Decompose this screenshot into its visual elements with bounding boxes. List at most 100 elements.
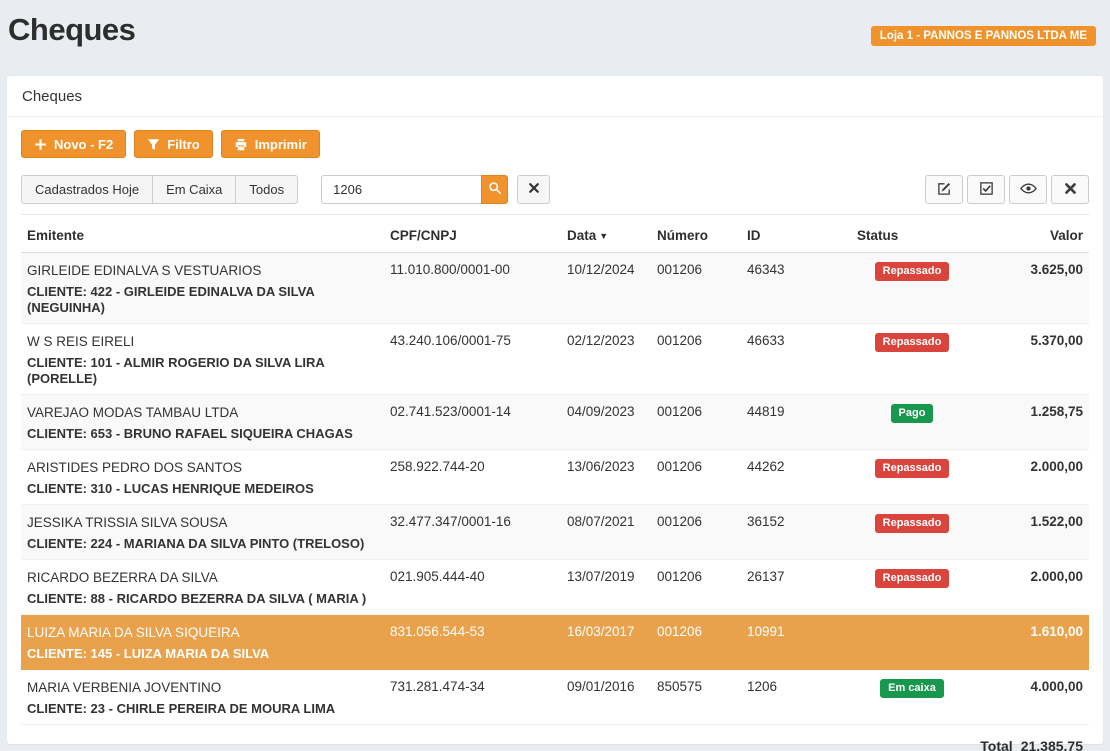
date-value: 02/12/2023 — [567, 333, 657, 387]
plus-icon — [34, 138, 47, 151]
search-button[interactable] — [481, 175, 508, 204]
column-header-data[interactable]: Data▼ — [567, 228, 657, 243]
cpf-cnpj-value: 32.477.347/0001-16 — [390, 514, 567, 552]
filter-button[interactable]: Filtro — [134, 130, 213, 158]
emitente-name: GIRLEIDE EDINALVA S VESTUARIOS — [27, 262, 390, 279]
panel-body: Novo - F2 Filtro Imprimir Cadastrados Ho… — [7, 117, 1103, 751]
status-cell: Repassado — [857, 569, 967, 607]
check-square-icon — [979, 181, 994, 199]
table-row[interactable]: ARISTIDES PEDRO DOS SANTOS CLIENTE: 310 … — [21, 450, 1089, 505]
column-header-emitente[interactable]: Emitente — [27, 228, 390, 243]
status-cell: Em caixa — [857, 679, 967, 717]
cliente-info: CLIENTE: 422 - GIRLEIDE EDINALVA DA SILV… — [27, 284, 390, 316]
numero-value: 001206 — [657, 459, 747, 497]
emitente-name: LUIZA MARIA DA SILVA SIQUEIRA — [27, 624, 390, 641]
valor-value: 4.000,00 — [967, 679, 1083, 717]
emitente-name: RICARDO BEZERRA DA SILVA — [27, 569, 390, 586]
filter-tab-em-caixa[interactable]: Em Caixa — [152, 175, 236, 204]
cpf-cnpj-value: 02.741.523/0001-14 — [390, 404, 567, 442]
cpf-cnpj-value: 021.905.444-40 — [390, 569, 567, 607]
edit-icon — [937, 181, 952, 199]
view-button[interactable] — [1009, 175, 1047, 204]
total-label: Total — [980, 738, 1012, 751]
status-cell: Pago — [857, 404, 967, 442]
column-header-cpf-cnpj[interactable]: CPF/CNPJ — [390, 228, 567, 243]
emitente-name: MARIA VERBENIA JOVENTINO — [27, 679, 390, 696]
date-value: 04/09/2023 — [567, 404, 657, 442]
status-cell: Repassado — [857, 459, 967, 497]
emitente-name: JESSIKA TRISSIA SILVA SOUSA — [27, 514, 390, 531]
new-button-label: Novo - F2 — [54, 137, 113, 152]
date-value: 13/07/2019 — [567, 569, 657, 607]
new-button[interactable]: Novo - F2 — [21, 130, 126, 158]
numero-value: 001206 — [657, 262, 747, 316]
emitente-name: ARISTIDES PEDRO DOS SANTOS — [27, 459, 390, 476]
numero-value: 850575 — [657, 679, 747, 717]
emitente-name: W S REIS EIRELI — [27, 333, 390, 350]
valor-value: 1.610,00 — [967, 624, 1083, 662]
emitente-name: VAREJAO MODAS TAMBAU LTDA — [27, 404, 390, 421]
funnel-icon — [147, 138, 160, 151]
date-value: 16/03/2017 — [567, 624, 657, 662]
status-badge: Repassado — [875, 459, 950, 478]
sort-desc-icon: ▼ — [599, 231, 608, 241]
column-header-numero[interactable]: Número — [657, 228, 747, 243]
cpf-cnpj-value: 258.922.744-20 — [390, 459, 567, 497]
search-group — [321, 175, 508, 204]
date-value: 10/12/2024 — [567, 262, 657, 316]
column-header-valor[interactable]: Valor — [967, 228, 1083, 243]
numero-value: 001206 — [657, 333, 747, 387]
cliente-info: CLIENTE: 224 - MARIANA DA SILVA PINTO (T… — [27, 536, 390, 552]
valor-value: 2.000,00 — [967, 569, 1083, 607]
table-row[interactable]: VAREJAO MODAS TAMBAU LTDA CLIENTE: 653 -… — [21, 395, 1089, 450]
cliente-info: CLIENTE: 310 - LUCAS HENRIQUE MEDEIROS — [27, 481, 390, 497]
cheques-panel: Cheques Novo - F2 Filtro Imprimir Cadast… — [6, 75, 1104, 745]
table-row[interactable]: RICARDO BEZERRA DA SILVA CLIENTE: 88 - R… — [21, 560, 1089, 615]
emitente-cell: LUIZA MARIA DA SILVA SIQUEIRA CLIENTE: 1… — [27, 624, 390, 662]
status-cell: Repassado — [857, 333, 967, 387]
valor-value: 3.625,00 — [967, 262, 1083, 316]
cheque-id-value: 46633 — [747, 333, 857, 387]
panel-title: Cheques — [7, 76, 1103, 117]
clear-search-button[interactable] — [517, 175, 550, 204]
page-header: Cheques Loja 1 - PANNOS E PANNOS LTDA ME — [0, 0, 1110, 69]
table-row[interactable]: GIRLEIDE EDINALVA S VESTUARIOS CLIENTE: … — [21, 253, 1089, 324]
emitente-cell: GIRLEIDE EDINALVA S VESTUARIOS CLIENTE: … — [27, 262, 390, 316]
status-cell: Repassado — [857, 514, 967, 552]
table-row[interactable]: JESSIKA TRISSIA SILVA SOUSA CLIENTE: 224… — [21, 505, 1089, 560]
table-row[interactable]: LUIZA MARIA DA SILVA SIQUEIRA CLIENTE: 1… — [21, 615, 1089, 670]
status-badge: Pago — [891, 404, 934, 423]
cpf-cnpj-value: 43.240.106/0001-75 — [390, 333, 567, 387]
search-input[interactable] — [321, 175, 481, 204]
column-header-data-label: Data — [567, 228, 596, 243]
cliente-info: CLIENTE: 88 - RICARDO BEZERRA DA SILVA (… — [27, 591, 390, 607]
cpf-cnpj-value: 831.056.544-53 — [390, 624, 567, 662]
row-action-buttons — [925, 175, 1089, 204]
filter-tab-cadastrados-hoje[interactable]: Cadastrados Hoje — [21, 175, 153, 204]
check-select-button[interactable] — [967, 175, 1005, 204]
filter-button-label: Filtro — [167, 137, 200, 152]
filter-tab-todos[interactable]: Todos — [235, 175, 298, 204]
date-value: 09/01/2016 — [567, 679, 657, 717]
column-header-status[interactable]: Status — [857, 228, 967, 243]
filter-row: Cadastrados Hoje Em Caixa Todos — [21, 175, 1089, 204]
edit-button[interactable] — [925, 175, 963, 204]
valor-value: 5.370,00 — [967, 333, 1083, 387]
date-value: 13/06/2023 — [567, 459, 657, 497]
cpf-cnpj-value: 11.010.800/0001-00 — [390, 262, 567, 316]
total-value: 21.385,75 — [1021, 738, 1083, 751]
emitente-cell: MARIA VERBENIA JOVENTINO CLIENTE: 23 - C… — [27, 679, 390, 717]
table-row[interactable]: W S REIS EIRELI CLIENTE: 101 - ALMIR ROG… — [21, 324, 1089, 395]
cancel-button[interactable] — [1051, 175, 1089, 204]
emitente-cell: W S REIS EIRELI CLIENTE: 101 - ALMIR ROG… — [27, 333, 390, 387]
cheque-id-value: 36152 — [747, 514, 857, 552]
print-button[interactable]: Imprimir — [221, 130, 320, 158]
cheque-id-value: 46343 — [747, 262, 857, 316]
status-badge: Repassado — [875, 262, 950, 281]
eye-icon — [1020, 181, 1037, 199]
table-row[interactable]: MARIA VERBENIA JOVENTINO CLIENTE: 23 - C… — [21, 670, 1089, 725]
printer-icon — [234, 138, 248, 151]
column-header-id[interactable]: ID — [747, 228, 857, 243]
store-badge[interactable]: Loja 1 - PANNOS E PANNOS LTDA ME — [871, 26, 1096, 46]
emitente-cell: VAREJAO MODAS TAMBAU LTDA CLIENTE: 653 -… — [27, 404, 390, 442]
